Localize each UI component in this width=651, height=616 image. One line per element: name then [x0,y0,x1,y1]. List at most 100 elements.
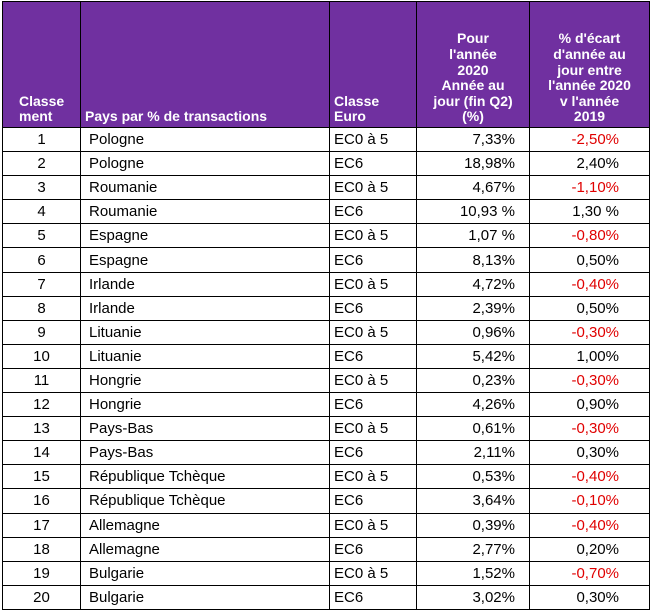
percent-cell: 0,61% [416,416,530,442]
percent-cell: 18,98% [416,151,530,177]
rank-cell: 4 [2,199,81,225]
rank-cell: 2 [2,151,81,177]
table-row: 9 Lituanie EC0 à 5 0,96% -0,30% [2,319,650,345]
country-cell: Pologne [80,126,330,153]
header-percent: Pour l'année 2020 Année au jour (fin Q2)… [416,1,530,128]
rank-cell: 6 [2,247,81,273]
rank-cell: 10 [2,343,81,369]
difference-cell: -0,30% [529,367,650,394]
header-row: Classe ment Pays par % de transactions C… [2,1,650,128]
percent-cell: 1,07 % [416,223,530,249]
difference-cell: -2,50% [529,126,650,153]
class-cell: EC0 à 5 [329,175,417,201]
difference-cell: 0,30% [529,440,650,466]
class-cell: EC0 à 5 [329,271,417,297]
percent-cell: 2,39% [416,295,530,321]
class-cell: EC6 [329,584,417,610]
percent-cell: 1,52% [416,560,530,586]
percent-cell: 2,77% [416,536,530,562]
country-cell: Espagne [80,247,330,273]
country-cell: Irlande [80,295,330,321]
difference-cell: -0,40% [529,512,650,538]
table-body: 1 Pologne EC0 à 5 7,33% -2,50% 2 Pologne EC6 18,… [2,126,650,610]
class-cell: EC0 à 5 [329,416,417,442]
table-row: 15 République Tchèque EC0 à 5 0,53% -0,40% [2,464,650,490]
table-row: 2 Pologne EC6 18,98% 2,40% [2,151,650,177]
percent-cell: 4,26% [416,392,530,418]
difference-cell: -0,10% [529,488,650,514]
rank-cell: 19 [2,560,81,586]
country-cell: Allemagne [80,536,330,562]
percent-cell: 3,02% [416,584,530,610]
table-row: 14 Pays-Bas EC6 2,11% 0,30% [2,440,650,466]
class-cell: EC6 [329,247,417,273]
header-rank: Classe ment [2,1,81,128]
country-cell: Pologne [80,151,330,177]
table-row: 6 Espagne EC6 8,13% 0,50% [2,247,650,273]
difference-cell: -0,40% [529,271,650,297]
difference-cell: 1,30 % [529,199,650,225]
difference-cell: 0,20% [529,536,650,562]
class-cell: EC6 [329,536,417,562]
rank-cell: 8 [2,295,81,321]
percent-cell: 0,23% [416,367,530,394]
rank-cell: 13 [2,416,81,442]
rank-cell: 5 [2,223,81,249]
class-cell: EC6 [329,295,417,321]
rank-cell: 18 [2,536,81,562]
country-cell: Lituanie [80,319,330,345]
percent-cell: 4,67% [416,175,530,201]
difference-cell: 0,30% [529,584,650,610]
table-row: 8 Irlande EC6 2,39% 0,50% [2,295,650,321]
class-cell: EC0 à 5 [329,319,417,345]
rank-cell: 11 [2,367,81,394]
difference-cell: -0,30% [529,319,650,345]
difference-cell: 1,00% [529,343,650,369]
class-cell: EC0 à 5 [329,223,417,249]
country-cell: Pays-Bas [80,440,330,466]
class-cell: EC0 à 5 [329,560,417,586]
difference-cell: 0,50% [529,295,650,321]
class-cell: EC6 [329,199,417,225]
table-row: 4 Roumanie EC6 10,93 % 1,30 % [2,199,650,225]
class-cell: EC0 à 5 [329,464,417,490]
rank-cell: 15 [2,464,81,490]
country-cell: Hongrie [80,392,330,418]
rank-cell: 16 [2,488,81,514]
table-row: 20 Bulgarie EC6 3,02% 0,30% [2,584,650,610]
country-cell: Lituanie [80,343,330,369]
difference-cell: -0,30% [529,416,650,442]
difference-cell: -1,10% [529,175,650,201]
table-row: 13 Pays-Bas EC0 à 5 0,61% -0,30% [2,416,650,442]
percent-cell: 2,11% [416,440,530,466]
header-country: Pays par % de transactions [80,1,330,128]
table-row: 12 Hongrie EC6 4,26% 0,90% [2,392,650,418]
difference-cell: -0,70% [529,560,650,586]
table-row: 19 Bulgarie EC0 à 5 1,52% -0,70% [2,560,650,586]
class-cell: EC6 [329,488,417,514]
rank-cell: 20 [2,584,81,610]
country-cell: Allemagne [80,512,330,538]
table-row: 5 Espagne EC0 à 5 1,07 % -0,80% [2,223,650,249]
rank-cell: 14 [2,440,81,466]
country-cell: Roumanie [80,175,330,201]
table-row: 10 Lituanie EC6 5,42% 1,00% [2,343,650,369]
rank-cell: 3 [2,175,81,201]
class-cell: EC6 [329,151,417,177]
percent-cell: 4,72% [416,271,530,297]
country-cell: Bulgarie [80,560,330,586]
table-row: 16 République Tchèque EC6 3,64% -0,10% [2,488,650,514]
table-row: 18 Allemagne EC6 2,77% 0,20% [2,536,650,562]
difference-cell: 0,50% [529,247,650,273]
class-cell: EC6 [329,392,417,418]
percent-cell: 3,64% [416,488,530,514]
rank-cell: 9 [2,319,81,345]
percent-cell: 0,96% [416,319,530,345]
table-row: 1 Pologne EC0 à 5 7,33% -2,50% [2,126,650,153]
percent-cell: 0,53% [416,464,530,490]
class-cell: EC6 [329,440,417,466]
percent-cell: 8,13% [416,247,530,273]
percent-cell: 10,93 % [416,199,530,225]
class-cell: EC6 [329,343,417,369]
